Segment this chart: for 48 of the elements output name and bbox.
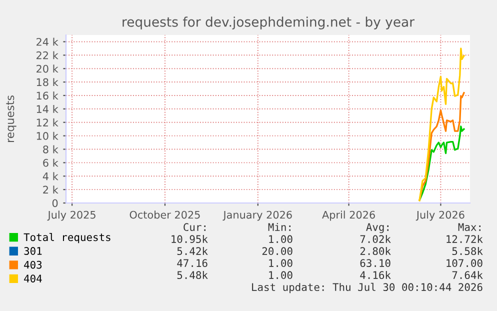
text: 47.16 [177,259,208,268]
text: 5.58k [452,246,483,256]
y-tick-label: 24 k [36,38,58,46]
y-tick-label: 20 k [36,64,58,73]
y-tick-label: 2 k [43,186,58,194]
x-tick-label: July 2026 [416,210,464,221]
text: 7.64k [452,270,483,280]
text: 1.00 [269,271,292,280]
text: 1.00 [269,235,292,244]
line-series [418,126,465,202]
x-tick-label: October 2025 [130,210,200,219]
text: Min: [268,222,290,231]
line-series [418,48,465,202]
text: 5.42k [177,246,208,256]
text: 12.72k [446,234,483,243]
text: 107.00 [446,259,482,268]
x-tick-label: April 2026 [322,210,375,221]
x-tick-label: July 2025 [47,210,96,221]
text: 2.80k [360,246,391,256]
y-tick-label: 4 k [42,172,58,180]
y-tick-label: 22 k [36,51,58,60]
text: 20.00 [262,247,292,256]
y-tick-label: 18 k [36,78,58,86]
y-tick-label: 14 k [36,104,58,113]
text: 1.00 [269,259,292,268]
y-tick-label: 16 k [36,92,58,100]
chart-title: requests for dev.josephdeming.net - by year [122,16,415,30]
y-tick-label: 10 k [36,132,58,140]
legend-label: 404 [24,274,42,282]
text: Max: [458,223,480,232]
y-tick-label: 6 k [43,158,58,167]
line-series [418,92,465,202]
y-tick-label: 8 k [43,145,58,154]
text: Last update: Thu Jul 30 00:10:44 2026 [252,282,482,294]
y-tick-label: 0 [52,199,58,208]
legend-label: 301 [24,247,42,255]
text: Avg: [366,223,388,234]
legend-label: 403 [24,260,42,269]
text: Cur: [184,223,206,232]
legend-label: Total requests [24,233,110,244]
x-tick-label: January 2026 [222,210,292,221]
text: 63.10 [360,259,390,268]
text: 4.16k [360,270,391,280]
text: 5.48k [177,270,208,280]
y-axis-title: requests [6,96,16,142]
y-tick-label: 12 k [36,118,58,126]
text: 10.95k [172,234,208,244]
text: 7.02k [360,234,391,244]
